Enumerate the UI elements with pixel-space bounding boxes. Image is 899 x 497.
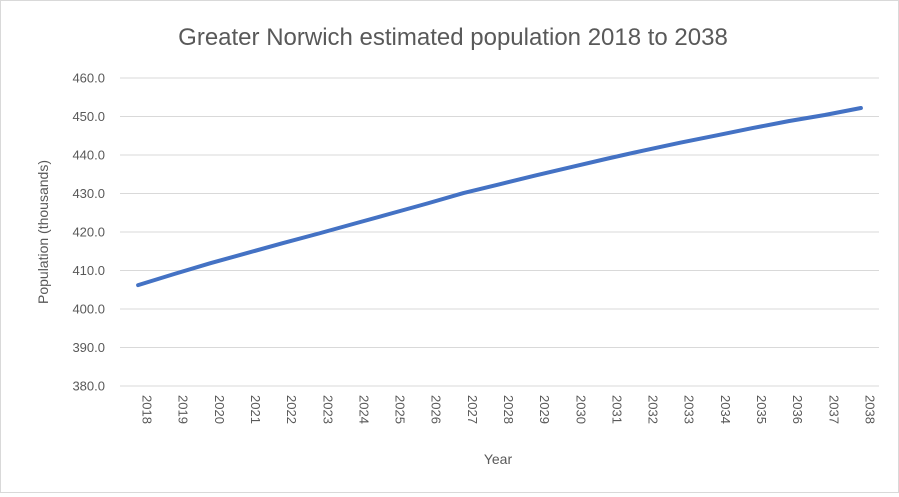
x-tick-label: 2037 — [826, 395, 841, 424]
x-tick-label: 2027 — [465, 395, 480, 424]
y-tick-label: 460.0 — [72, 71, 105, 86]
x-tick-label: 2022 — [284, 395, 299, 424]
data-point — [678, 141, 682, 145]
data-point — [714, 133, 718, 137]
data-point — [642, 148, 646, 152]
data-point — [389, 212, 393, 216]
x-tick-label: 2036 — [790, 395, 805, 424]
data-point — [317, 232, 321, 236]
y-tick-label: 440.0 — [72, 148, 105, 163]
y-tick-label: 430.0 — [72, 186, 105, 201]
data-point — [208, 261, 212, 265]
x-tick-label: 2038 — [862, 395, 877, 424]
x-tick-label: 2034 — [718, 395, 733, 424]
x-tick-label: 2018 — [140, 395, 155, 424]
x-tick-label: 2029 — [537, 395, 552, 424]
x-tick-label: 2023 — [320, 395, 335, 424]
y-axis-tick-labels: 380.0 390.0 400.0 410.0 420.0 430.0 440.0 450.0… — [72, 71, 105, 394]
data-point — [425, 202, 429, 206]
y-tick-label: 400.0 — [72, 302, 105, 317]
x-axis-tick-labels: 2018 2019 2020 2021 2022 2023 2024 2025 2026 2027… — [140, 395, 878, 424]
x-tick-label: 2030 — [573, 395, 588, 424]
x-tick-label: 2026 — [429, 395, 444, 424]
y-tick-label: 410.0 — [72, 263, 105, 278]
series-layer — [136, 106, 863, 288]
y-tick-label: 450.0 — [72, 109, 105, 124]
data-point — [136, 283, 140, 287]
x-tick-label: 2025 — [393, 395, 408, 424]
data-point — [281, 241, 285, 245]
data-point — [534, 173, 538, 177]
y-axis-title: Population (thousands) — [35, 160, 51, 304]
x-tick-label: 2032 — [646, 395, 661, 424]
y-tick-label: 390.0 — [72, 340, 105, 355]
data-point — [859, 106, 863, 110]
data-point — [498, 182, 502, 186]
x-tick-label: 2024 — [356, 395, 371, 424]
data-point — [353, 222, 357, 226]
gridlines — [120, 77, 879, 387]
series-line — [136, 106, 863, 288]
data-point — [245, 251, 249, 255]
x-tick-label: 2031 — [609, 395, 624, 424]
data-point — [751, 126, 755, 130]
data-point — [570, 165, 574, 169]
data-point — [823, 113, 827, 117]
y-tick-label: 420.0 — [72, 225, 105, 240]
data-point — [606, 156, 610, 160]
data-point — [461, 191, 465, 195]
x-tick-label: 2021 — [248, 395, 263, 424]
x-tick-label: 2019 — [176, 395, 191, 424]
chart-title: Greater Norwich estimated population 201… — [178, 24, 728, 51]
x-tick-label: 2020 — [212, 395, 227, 424]
x-axis-title: Year — [484, 451, 513, 467]
data-point — [787, 119, 791, 123]
y-tick-label: 380.0 — [72, 379, 105, 394]
x-tick-label: 2035 — [754, 395, 769, 424]
x-tick-label: 2028 — [501, 395, 516, 424]
x-tick-label: 2033 — [682, 395, 697, 424]
data-point — [172, 272, 176, 276]
